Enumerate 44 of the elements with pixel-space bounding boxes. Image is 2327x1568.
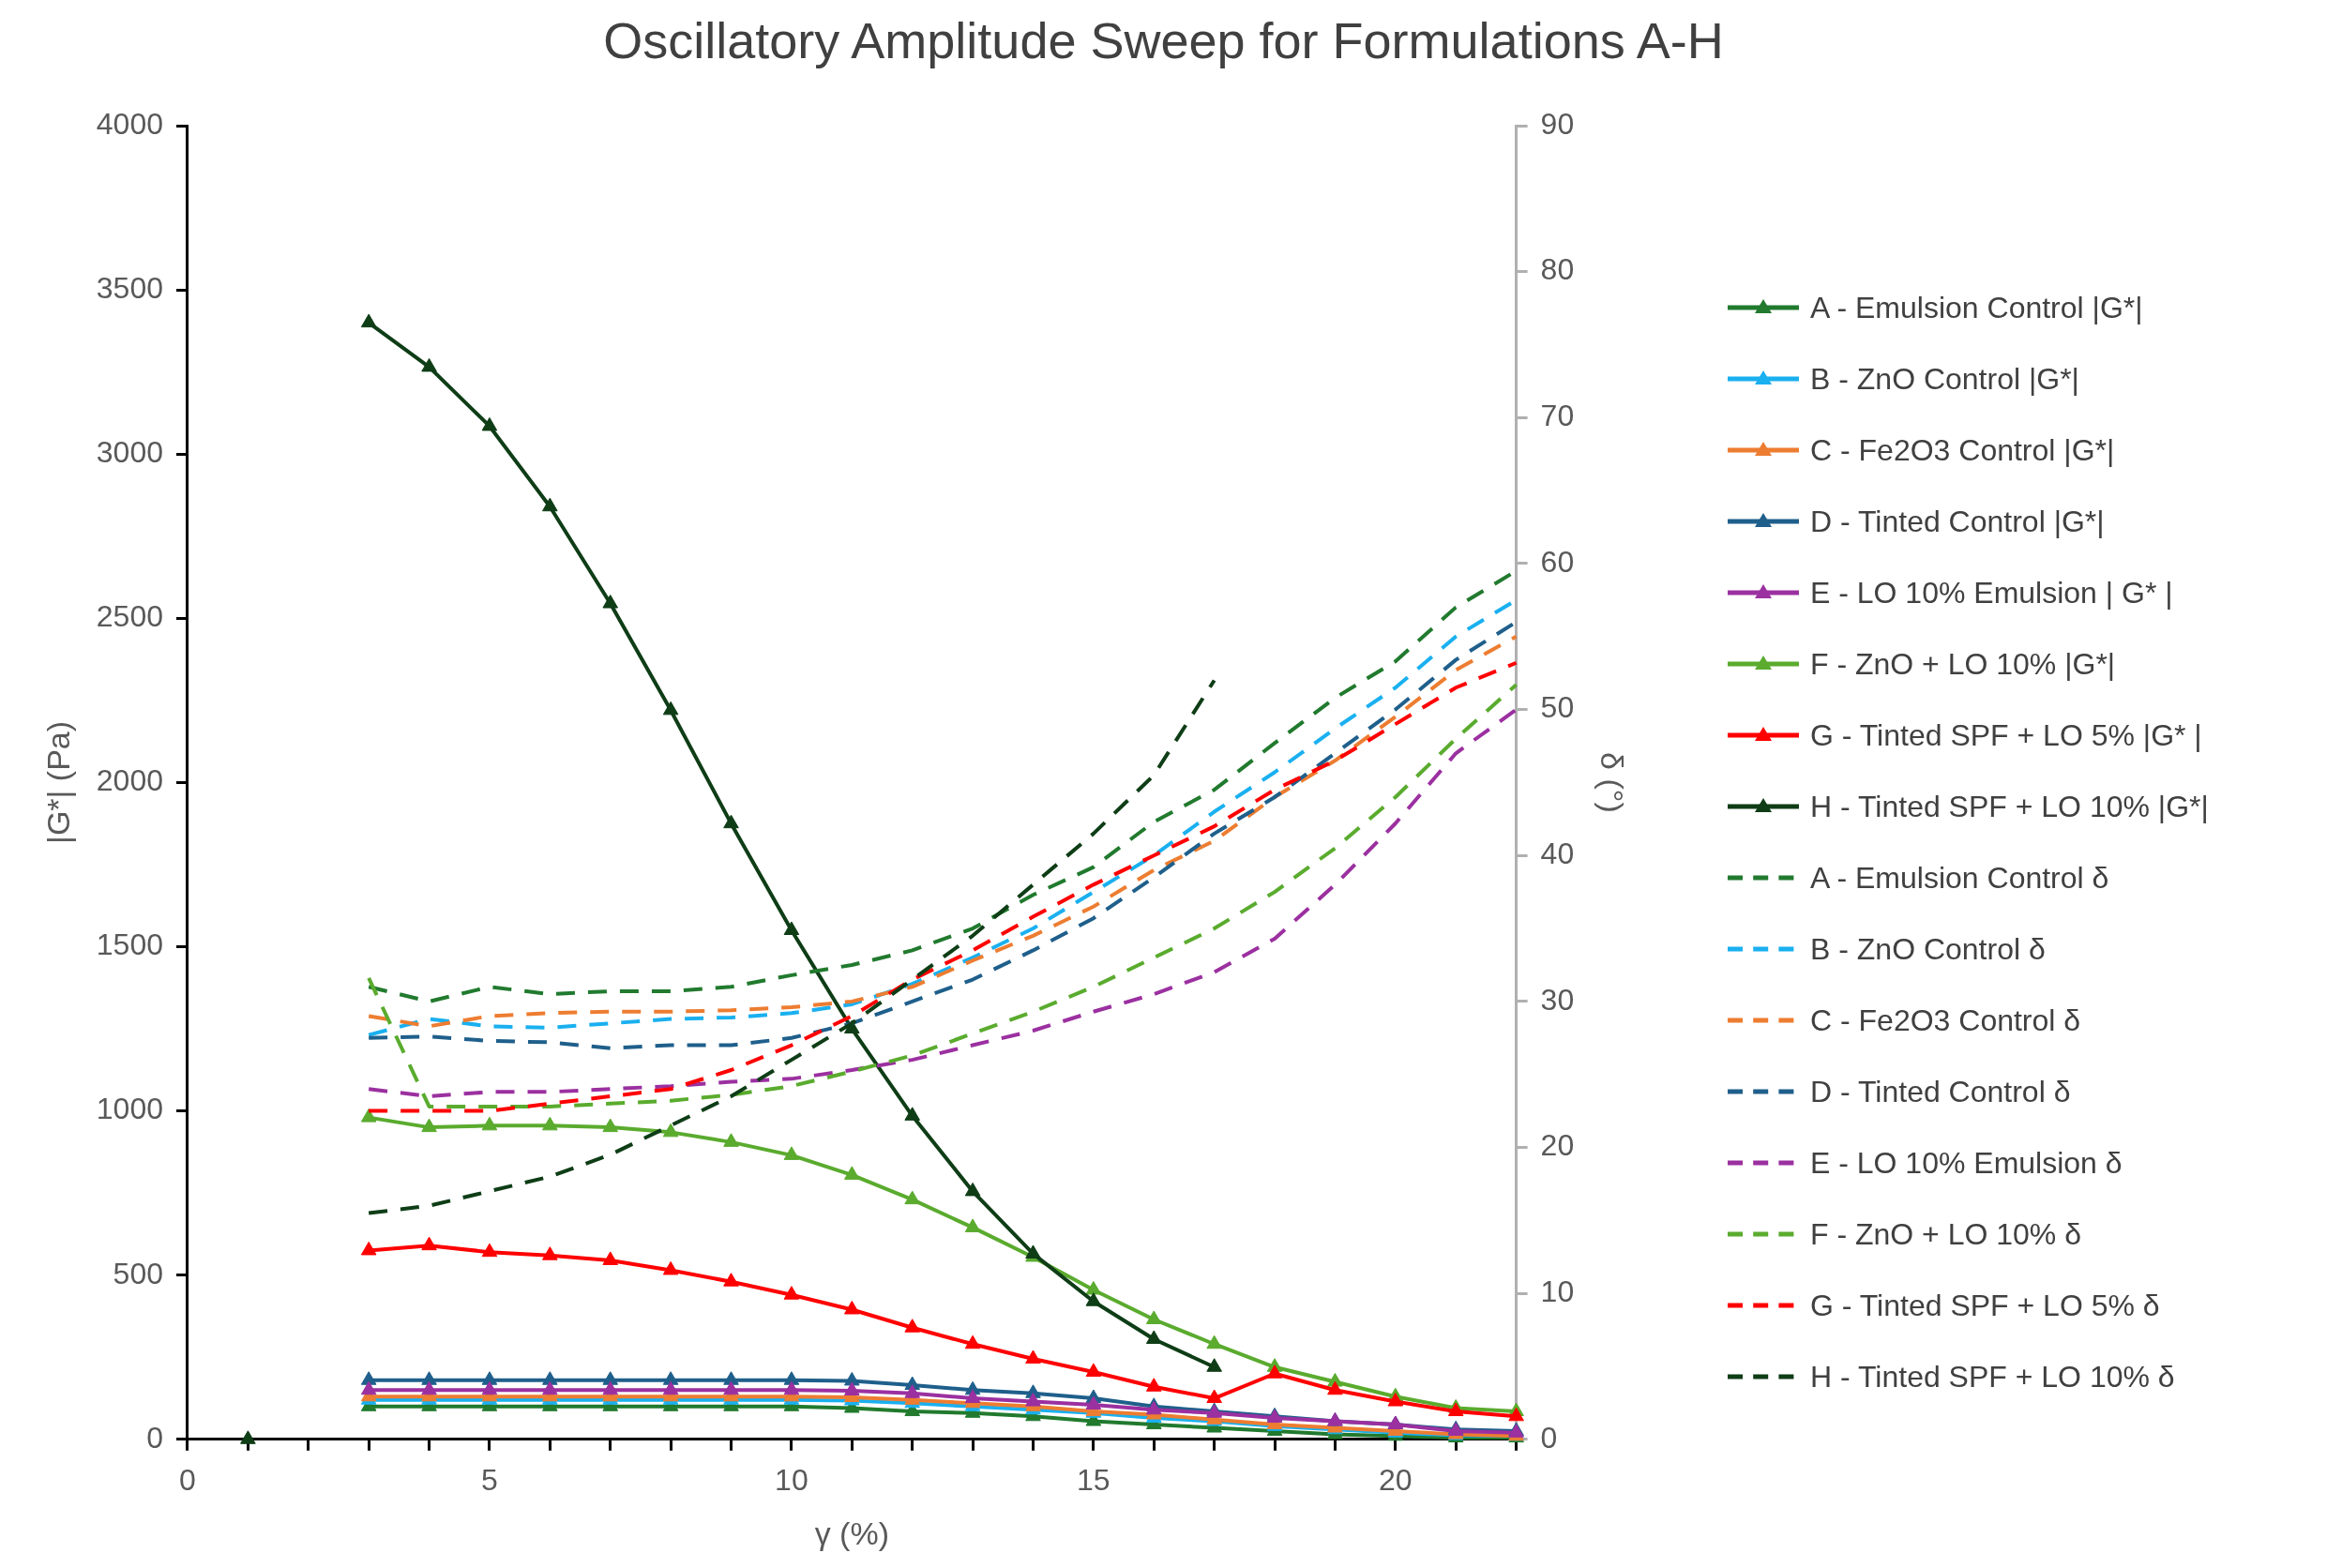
x-tick-label: 0 [179,1462,196,1497]
legend-label: A - Emulsion Control δ [1810,860,2109,896]
x-tick-label: 5 [481,1462,498,1497]
legend-label: D - Tinted Control δ [1810,1074,2071,1109]
y2-tick-label: 70 [1540,399,1575,433]
y-tick-label: 3500 [96,270,163,305]
y-tick-label: 1500 [96,927,163,962]
legend-label: G - Tinted SPF + LO 5% δ [1810,1288,2160,1323]
y-tick-label: 0 [146,1420,163,1455]
y2-tick-label: 0 [1540,1420,1558,1455]
x-tick-label: 20 [1379,1462,1413,1497]
legend-label: B - ZnO Control |G*| [1810,361,2079,397]
chart-title: Oscillatory Amplitude Sweep for Formulations A-H [602,11,1725,69]
y2-tick-label: 90 [1540,106,1575,141]
legend-label: C - Fe2O3 Control |G*| [1810,432,2115,468]
y-tick-label: 2500 [96,599,163,634]
y2-tick-label: 40 [1540,837,1575,871]
legend-label: C - Fe2O3 Control δ [1810,1003,2081,1038]
x-axis-title: γ (%) [814,1515,889,1551]
y2-tick-label: 60 [1540,544,1575,579]
y2-tick-label: 30 [1540,982,1575,1017]
legend-label: F - ZnO + LO 10% |G*| [1810,646,2116,682]
y2-axis-title: δ (°) [1594,752,1631,813]
y2-tick-label: 20 [1540,1128,1575,1163]
legend-label: A - Emulsion Control |G*| [1810,290,2143,325]
y-tick-label: 500 [113,1256,163,1290]
x-tick-label: 10 [775,1462,808,1497]
y2-tick-label: 10 [1540,1274,1575,1308]
legend-label: E - LO 10% Emulsion δ [1810,1145,2123,1181]
legend-label: E - LO 10% Emulsion | G* | [1810,575,2173,611]
legend-label: H - Tinted SPF + LO 10% |G*| [1810,789,2209,824]
y2-tick-label: 50 [1540,690,1575,725]
legend-label: B - ZnO Control δ [1810,931,2046,967]
legend-label: F - ZnO + LO 10% δ [1810,1216,2082,1252]
x-tick-label: 15 [1077,1462,1111,1497]
legend-label: H - Tinted SPF + LO 10% δ [1810,1359,2175,1395]
y-tick-label: 1000 [96,1092,163,1126]
legend-label: D - Tinted Control |G*| [1810,504,2105,539]
y-axis-title: |G*| (Pa) [39,720,76,844]
y-tick-label: 4000 [96,106,163,141]
legend-label: G - Tinted SPF + LO 5% |G* | [1810,717,2202,753]
y2-tick-label: 80 [1540,252,1575,287]
y-tick-label: 2000 [96,763,163,798]
y-tick-label: 3000 [96,435,163,470]
